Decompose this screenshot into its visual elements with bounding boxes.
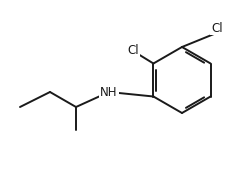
Text: Cl: Cl: [211, 22, 223, 35]
Text: NH: NH: [100, 85, 118, 99]
Text: Cl: Cl: [127, 44, 139, 56]
